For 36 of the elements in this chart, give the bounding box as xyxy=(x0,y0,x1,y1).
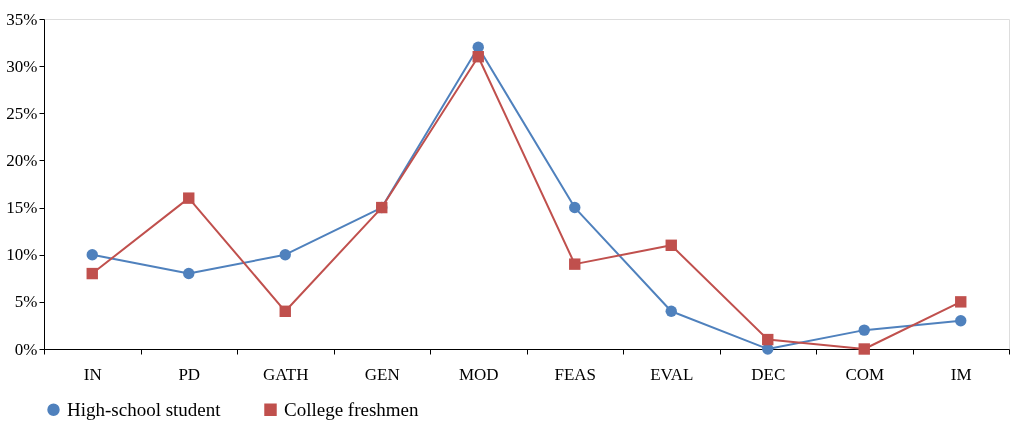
point xyxy=(665,239,677,251)
point xyxy=(858,324,870,336)
x-tick-label: FEAS xyxy=(554,364,597,384)
point xyxy=(762,333,774,346)
x-tick-label: EVAL xyxy=(650,364,694,384)
x-tick-label: COM xyxy=(845,364,885,384)
point xyxy=(955,296,967,308)
point xyxy=(279,305,291,317)
x-tick-label: DEC xyxy=(751,364,786,384)
y-tick-label: 0% xyxy=(14,339,38,359)
x-tick-label: IN xyxy=(83,364,102,384)
point xyxy=(183,192,195,204)
legend-label: College freshmen xyxy=(284,398,420,420)
y-tick-label: 35% xyxy=(6,9,38,29)
point xyxy=(279,249,291,261)
point xyxy=(569,258,581,270)
point xyxy=(955,315,967,327)
x-tick-label: MOD xyxy=(458,364,499,384)
point xyxy=(665,305,677,317)
y-tick-label: 10% xyxy=(6,245,38,265)
point xyxy=(183,267,195,280)
x-tick-label: PD xyxy=(178,364,201,384)
point xyxy=(86,249,98,261)
point xyxy=(472,51,484,63)
x-tick-label: IM xyxy=(950,364,972,384)
y-tick-label: 30% xyxy=(6,56,38,76)
point xyxy=(569,201,581,214)
y-tick-label: 20% xyxy=(6,150,38,170)
y-tick-label: 15% xyxy=(6,198,38,218)
point xyxy=(86,267,98,280)
y-tick-label: 25% xyxy=(6,103,38,123)
x-tick-label: GATH xyxy=(263,364,309,384)
legend-label: High-school student xyxy=(67,398,222,420)
x-tick-label: GEN xyxy=(364,364,400,384)
point xyxy=(858,343,870,355)
y-tick-label: 5% xyxy=(14,292,38,312)
